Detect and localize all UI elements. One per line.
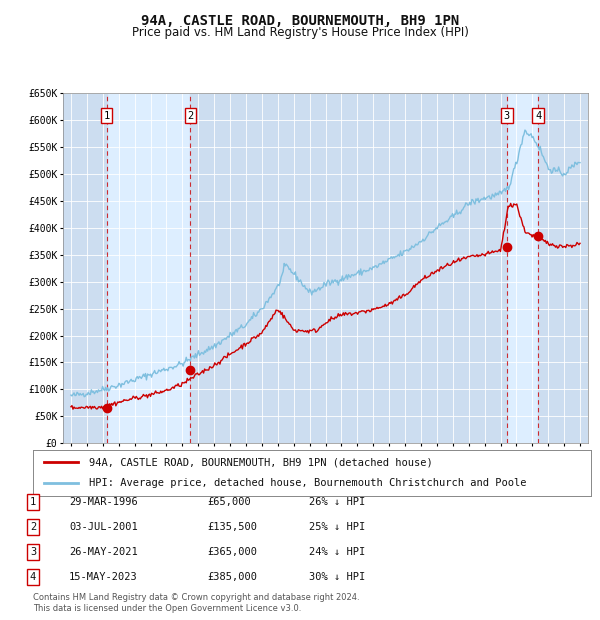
Text: 4: 4 (30, 572, 36, 582)
Bar (190, 93, 507, 443)
Text: Price paid vs. HM Land Registry's House Price Index (HPI): Price paid vs. HM Land Registry's House … (131, 26, 469, 39)
Text: 94A, CASTLE ROAD, BOURNEMOUTH, BH9 1PN: 94A, CASTLE ROAD, BOURNEMOUTH, BH9 1PN (141, 14, 459, 28)
Text: 94A, CASTLE ROAD, BOURNEMOUTH, BH9 1PN (detached house): 94A, CASTLE ROAD, BOURNEMOUTH, BH9 1PN (… (89, 457, 433, 467)
Text: 03-JUL-2001: 03-JUL-2001 (69, 522, 138, 532)
Text: 2: 2 (30, 522, 36, 532)
Text: £385,000: £385,000 (207, 572, 257, 582)
Text: 30% ↓ HPI: 30% ↓ HPI (309, 572, 365, 582)
Text: 1: 1 (30, 497, 36, 507)
Text: 24% ↓ HPI: 24% ↓ HPI (309, 547, 365, 557)
Text: 3: 3 (504, 111, 510, 121)
Text: £365,000: £365,000 (207, 547, 257, 557)
Text: 26-MAY-2021: 26-MAY-2021 (69, 547, 138, 557)
Text: 26% ↓ HPI: 26% ↓ HPI (309, 497, 365, 507)
Text: 2: 2 (187, 111, 193, 121)
Text: Contains HM Land Registry data © Crown copyright and database right 2024.
This d: Contains HM Land Registry data © Crown c… (33, 593, 359, 613)
Bar (63, 93, 107, 443)
Bar (538, 93, 588, 443)
Text: 15-MAY-2023: 15-MAY-2023 (69, 572, 138, 582)
Text: 29-MAR-1996: 29-MAR-1996 (69, 497, 138, 507)
Bar (538, 93, 588, 443)
Text: £135,500: £135,500 (207, 522, 257, 532)
Text: HPI: Average price, detached house, Bournemouth Christchurch and Poole: HPI: Average price, detached house, Bour… (89, 479, 526, 489)
Bar (63, 93, 107, 443)
Text: 1: 1 (103, 111, 110, 121)
Bar (190, 93, 507, 443)
Text: 3: 3 (30, 547, 36, 557)
Text: 4: 4 (535, 111, 541, 121)
Text: 25% ↓ HPI: 25% ↓ HPI (309, 522, 365, 532)
Text: £65,000: £65,000 (207, 497, 251, 507)
